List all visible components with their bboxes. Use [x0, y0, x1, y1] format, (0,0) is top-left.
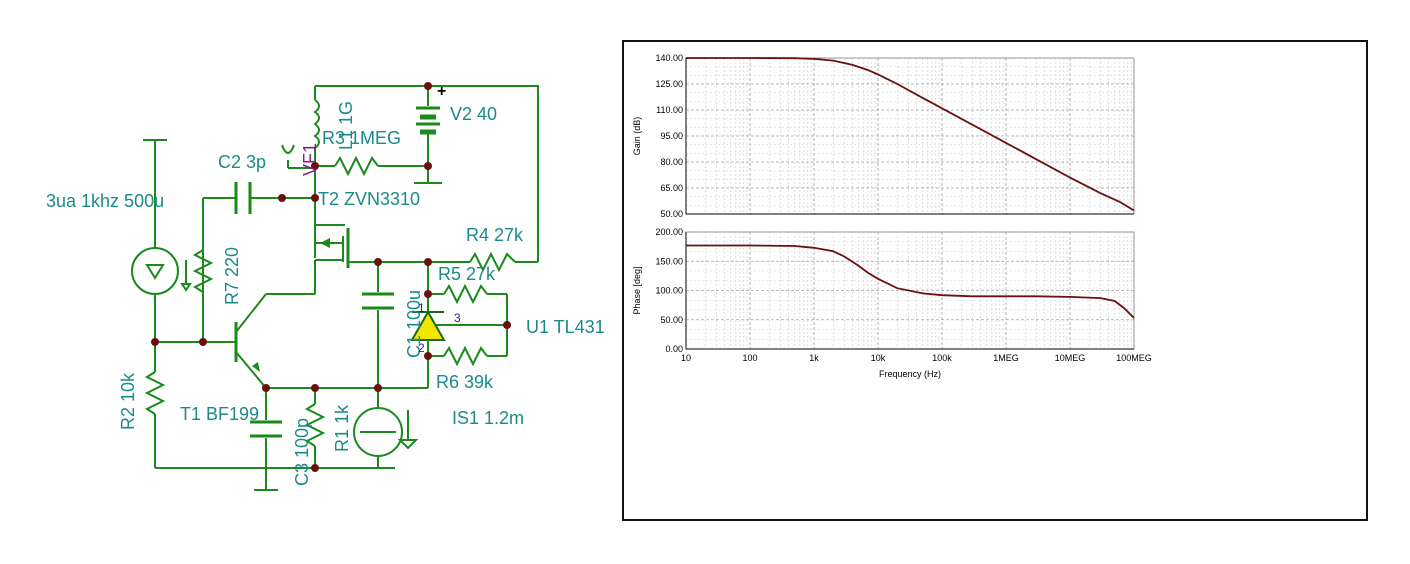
y-tick-label: 50.00 [660, 315, 683, 325]
label-t1: T1 BF199 [180, 404, 259, 424]
label-v2: V2 40 [450, 104, 497, 124]
y-tick-label: 150.00 [655, 256, 683, 266]
resistor-r1-symbol [304, 403, 326, 447]
gain-y-axis-label: Gain (dB) [632, 117, 642, 156]
mosfet-t2-symbol [315, 224, 428, 268]
label-r3: R3 1MEG [322, 128, 401, 148]
y-tick-label: 125.00 [655, 79, 683, 89]
transistor-t1-symbol [203, 293, 267, 389]
phase-series-line [686, 244, 1135, 319]
y-tick-label: 110.00 [656, 105, 683, 115]
resistor-r4-symbol [469, 251, 516, 273]
x-axis-label: Frequency (Hz) [879, 369, 941, 379]
label-pin-1: 1 [418, 301, 425, 315]
y-tick-label: 140.00 [655, 53, 683, 63]
x-tick-label: 10MEG [1055, 353, 1086, 363]
label-r4: R4 27k [466, 225, 524, 245]
label-source-ac: 3ua 1khz 500u [46, 191, 164, 211]
x-tick-label: 100k [932, 353, 952, 363]
resistor-r3-symbol [334, 155, 379, 177]
battery-v2-symbol [416, 106, 440, 135]
resistor-r7-symbol [192, 249, 214, 293]
inductor-l1-symbol [313, 99, 320, 149]
y-tick-label: 50.00 [660, 209, 683, 219]
schematic-nodes [151, 82, 511, 472]
y-tick-label: 95.00 [660, 131, 683, 141]
bode-plots: 140.00 125.00 110.00 95.00 80.00 65.00 50.00 Ga… [632, 53, 1152, 379]
label-c3: C3 100p [292, 418, 312, 486]
label-t2: T2 ZVN3310 [318, 189, 420, 209]
label-pin-3: 3 [454, 311, 461, 325]
circuit-schematic: 3ua 1khz 500u C2 3p R7 220 R2 10k T1 BF1… [46, 82, 605, 491]
x-tick-label: 100MEG [1116, 353, 1152, 363]
gain-series-line [686, 57, 1135, 212]
schematic-labels: 3ua 1khz 500u C2 3p R7 220 R2 10k T1 BF1… [46, 83, 605, 486]
y-tick-label: 80.00 [660, 157, 683, 167]
x-tick-label: 1k [809, 353, 819, 363]
x-tick-label: 100 [742, 353, 757, 363]
label-pin-2: 2 [418, 341, 425, 355]
label-r5: R5 27k [438, 264, 496, 284]
x-tick-label: 1MEG [993, 353, 1019, 363]
y-tick-label: 65.00 [660, 183, 683, 193]
probe-vf1-symbol [281, 144, 295, 154]
label-c2: C2 3p [218, 152, 266, 172]
label-l1: L1 1G [336, 101, 356, 150]
label-c1: C1 100u [404, 290, 424, 358]
bode-plot-window: 140.00 125.00 110.00 95.00 80.00 65.00 50.00 Ga… [622, 40, 1368, 521]
phase-y-axis-label: Phase [deg] [632, 266, 642, 314]
label-r7: R7 220 [222, 247, 242, 305]
label-r1: R1 1k [332, 404, 352, 452]
label-r6: R6 39k [436, 372, 494, 392]
ac-source-symbol [131, 247, 179, 295]
x-tick-label: 10 [681, 353, 691, 363]
y-tick-label: 0.00 [665, 344, 683, 354]
y-tick-label: 100.00 [655, 286, 683, 296]
x-tick-label: 10k [871, 353, 886, 363]
label-plus: + [437, 83, 446, 100]
label-is1: IS1 1.2m [452, 408, 524, 428]
resistor-r6-symbol [443, 345, 488, 367]
label-vf1: VF1 [300, 143, 320, 176]
resistor-r2-symbol [144, 371, 166, 415]
y-tick-label: 200.00 [655, 227, 683, 237]
label-r2: R2 10k [118, 372, 138, 430]
resistor-r5-symbol [443, 283, 488, 305]
label-u1: U1 TL431 [526, 317, 605, 337]
